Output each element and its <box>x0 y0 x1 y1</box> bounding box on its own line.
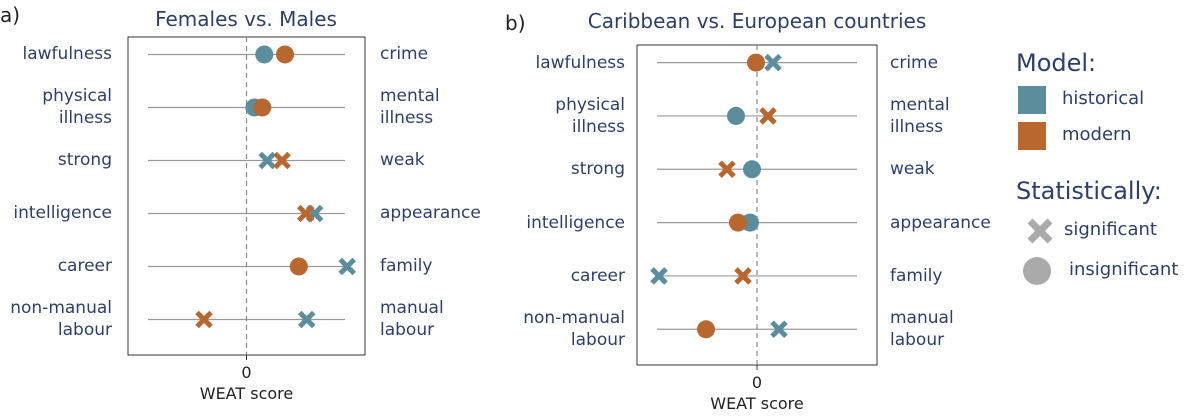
right-label: weak <box>380 150 425 171</box>
right-label: family <box>380 256 433 277</box>
right-label: manual labour <box>890 308 954 351</box>
left-label: non-manual labour <box>10 298 112 341</box>
legend-label: significant <box>1064 219 1157 240</box>
point <box>650 267 668 285</box>
point <box>697 320 715 339</box>
point <box>276 45 295 64</box>
point <box>255 45 274 64</box>
left-label: strong <box>57 150 112 171</box>
point <box>729 213 747 232</box>
right-label: crime <box>380 44 429 65</box>
left-label: lawfulness <box>535 52 625 73</box>
point <box>764 53 782 72</box>
point <box>770 320 788 339</box>
panel-label: b) <box>505 11 526 35</box>
left-label: intelligence <box>13 203 112 224</box>
right-label: mental illness <box>890 94 950 137</box>
right-label: weak <box>890 159 935 180</box>
legend-label: modern <box>1062 124 1132 145</box>
point <box>759 107 777 125</box>
point <box>718 160 736 179</box>
point <box>258 151 277 170</box>
panel-label: a) <box>0 3 21 27</box>
point <box>734 267 752 285</box>
right-label: appearance <box>890 212 991 233</box>
left-label: intelligence <box>526 212 625 233</box>
legend-swatch <box>1018 86 1046 114</box>
point <box>289 257 308 276</box>
right-label: family <box>890 265 943 286</box>
point <box>727 106 745 125</box>
point <box>297 310 316 329</box>
right-label: manual labour <box>380 298 444 341</box>
legend-label: insignificant <box>1069 259 1179 280</box>
point <box>743 160 761 179</box>
left-label: career <box>57 256 112 277</box>
legend-swatch <box>1018 122 1046 150</box>
legend-title: Model: <box>1016 49 1097 77</box>
point <box>296 204 315 223</box>
left-label: strong <box>570 159 625 180</box>
point <box>273 151 291 170</box>
left-label: physical illness <box>42 86 112 129</box>
right-label: mental illness <box>380 86 440 129</box>
left-label: career <box>570 265 625 286</box>
x-axis-label: WEAT score <box>710 394 804 413</box>
x-tick-label: 0 <box>241 363 252 382</box>
x-axis-label: WEAT score <box>199 384 294 403</box>
point <box>747 53 765 72</box>
legend-marker <box>1023 257 1051 285</box>
point <box>195 310 213 329</box>
chart-title: Caribbean vs. European countries <box>587 9 927 33</box>
chart-title: Females vs. Males <box>155 7 337 31</box>
point <box>338 257 356 276</box>
right-label: crime <box>890 52 939 73</box>
x-tick-label: 0 <box>751 373 763 392</box>
legend-marker <box>1027 218 1053 244</box>
legend-title: Statistically: <box>1016 177 1162 205</box>
legend-label: historical <box>1062 88 1145 109</box>
left-label: physical illness <box>555 94 625 137</box>
point <box>253 98 272 117</box>
left-label: lawfulness <box>22 44 112 65</box>
right-label: appearance <box>380 203 481 224</box>
left-label: non-manual labour <box>523 308 625 351</box>
